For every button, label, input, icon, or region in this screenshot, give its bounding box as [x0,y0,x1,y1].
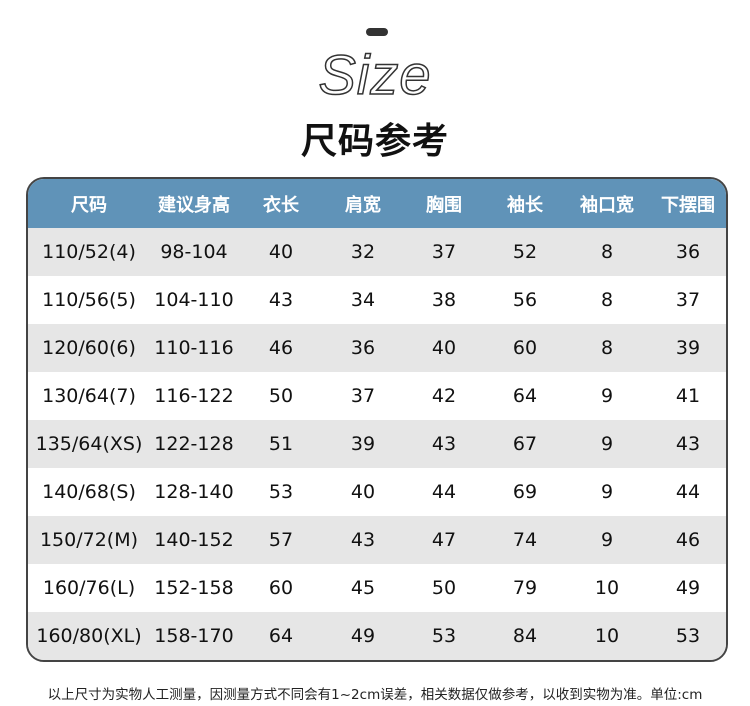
table-cell: 104-110 [154,289,234,311]
table-cell: 53 [675,625,701,647]
table-cell: 9 [600,385,614,407]
table-cell: 79 [512,577,538,599]
table-cell: 64 [268,625,294,647]
table-row: 160/76(L) 152-158 60 45 50 79 10 49 [28,564,726,612]
table-cell: 150/72(M) [39,529,139,551]
table-cell: 39 [675,337,701,359]
size-heading: Size [318,42,432,107]
table-cell: 56 [512,289,538,311]
table-cell: 8 [600,337,614,359]
table-cell: 69 [512,481,538,503]
table-cell: 43 [268,289,294,311]
table-cell: 135/64(XS) [35,433,143,455]
column-header: 袖口宽 [580,194,634,216]
table-cell: 43 [675,433,701,455]
table-cell: 39 [350,433,376,455]
table-cell: 9 [600,481,614,503]
page-title: 尺码参考 [300,121,449,162]
decorative-pill [366,28,388,36]
table-cell: 60 [268,577,294,599]
table-cell: 98-104 [160,241,228,263]
table-cell: 44 [675,481,701,503]
table-cell: 36 [675,241,701,263]
table-cell: 152-158 [154,577,234,599]
table-cell: 53 [268,481,294,503]
table-cell: 38 [431,289,457,311]
column-header: 袖长 [507,194,543,216]
table-cell: 8 [600,241,614,263]
table-cell: 46 [675,529,701,551]
table-cell: 40 [268,241,294,263]
table-cell: 74 [512,529,538,551]
table-cell: 37 [675,289,701,311]
table-cell: 116-122 [154,385,234,407]
column-header: 尺码 [71,194,107,216]
table-row: 140/68(S) 128-140 53 40 44 69 9 44 [28,468,726,516]
footnote: 以上尺寸为实物人工测量，因测量方式不同会有1~2cm误差，相关数据仅做参考，以收… [47,687,703,703]
table-row: 110/52(4) 98-104 40 32 37 52 8 36 [28,228,726,276]
table-cell: 128-140 [154,481,234,503]
table-cell: 41 [675,385,701,407]
table-cell: 64 [512,385,538,407]
table-cell: 57 [268,529,294,551]
table-cell: 36 [350,337,376,359]
table-cell: 160/80(XL) [36,625,142,647]
table-cell: 45 [350,577,376,599]
table-cell: 51 [268,433,294,455]
table-row: 110/56(5) 104-110 43 34 38 56 8 37 [28,276,726,324]
table-cell: 84 [512,625,538,647]
table-cell: 32 [350,241,376,263]
table-cell: 47 [431,529,457,551]
table-cell: 9 [600,433,614,455]
table-cell: 37 [350,385,376,407]
table-header: 尺码 建议身高 衣长 肩宽 胸围 袖长 袖口宽 下摆围 [28,179,726,228]
table-cell: 10 [594,577,620,599]
table-row: 160/80(XL) 158-170 64 49 53 84 10 53 [28,612,726,660]
table-cell: 43 [350,529,376,551]
column-header: 肩宽 [345,194,381,216]
table-cell: 110-116 [154,337,234,359]
table-cell: 158-170 [154,625,234,647]
table-cell: 53 [431,625,457,647]
table-cell: 140/68(S) [42,481,136,503]
table-cell: 110/56(5) [42,289,136,311]
table-cell: 9 [600,529,614,551]
column-header: 衣长 [263,194,299,216]
table-cell: 10 [594,625,620,647]
table-cell: 43 [431,433,457,455]
table-row: 120/60(6) 110-116 46 36 40 60 8 39 [28,324,726,372]
column-header: 下摆围 [661,194,715,216]
table-cell: 160/76(L) [42,577,136,599]
table-row: 135/64(XS) 122-128 51 39 43 67 9 43 [28,420,726,468]
table-cell: 34 [350,289,376,311]
table-cell: 50 [268,385,294,407]
table-cell: 44 [431,481,457,503]
table-cell: 37 [431,241,457,263]
table-cell: 46 [268,337,294,359]
table-row: 150/72(M) 140-152 57 43 47 74 9 46 [28,516,726,564]
table-row: 130/64(7) 116-122 50 37 42 64 9 41 [28,372,726,420]
table-cell: 122-128 [154,433,234,455]
table-cell: 60 [512,337,538,359]
size-table: 尺码 建议身高 衣长 肩宽 胸围 袖长 袖口宽 下摆围 110/52(4) 98-104 40 32 3… [26,177,728,662]
table-cell: 140-152 [154,529,234,551]
table-cell: 52 [512,241,538,263]
table-cell: 67 [512,433,538,455]
table-cell: 42 [431,385,457,407]
table-cell: 50 [431,577,457,599]
table-cell: 130/64(7) [42,385,136,407]
column-header: 胸围 [426,194,462,216]
table-cell: 110/52(4) [42,241,136,263]
table-cell: 120/60(6) [42,337,136,359]
table-cell: 40 [350,481,376,503]
table-cell: 49 [675,577,701,599]
table-cell: 40 [431,337,457,359]
column-header: 建议身高 [158,194,230,216]
table-cell: 49 [350,625,376,647]
table-cell: 8 [600,289,614,311]
